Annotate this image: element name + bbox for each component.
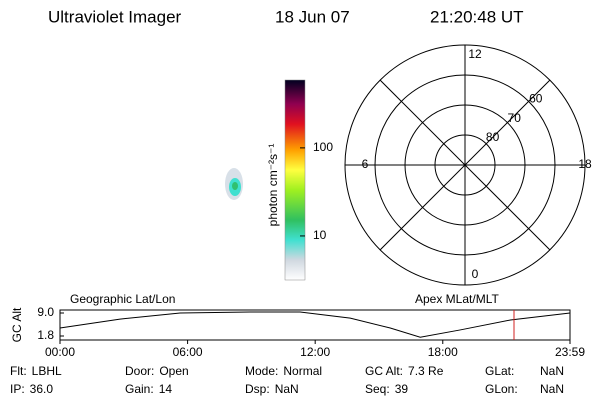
colorbar-label: photon cm⁻²s⁻¹ (266, 144, 280, 227)
info-value: 36.0 (30, 382, 54, 396)
x-tick-label: 23:59 (555, 345, 585, 359)
y-tick-label: 1.8 (37, 328, 54, 342)
x-tick-label: 00:00 (45, 345, 75, 359)
mlt-label: 0 (472, 267, 479, 281)
info-value: Open (159, 364, 188, 378)
info-label: GLon: (485, 382, 518, 396)
mlt-label: 18 (578, 157, 592, 171)
time: 21:20:48 UT (430, 7, 524, 26)
info-value: NaN (275, 382, 299, 396)
y-tick-label: 9.0 (37, 305, 54, 319)
colorbar-tick-label: 100 (313, 140, 333, 154)
colorbar (284, 79, 306, 281)
info-value: 7.3 Re (408, 364, 444, 378)
info-value: 39 (395, 382, 409, 396)
info-value: 14 (159, 382, 173, 396)
x-tick-label: 18:00 (428, 345, 458, 359)
date: 18 Jun 07 (275, 7, 350, 26)
info-label: GLat: (485, 364, 514, 378)
info-label: Flt: (10, 364, 27, 378)
info-label: Dsp: (245, 382, 270, 396)
aurora-blob (225, 168, 243, 200)
info-label: IP: (10, 382, 25, 396)
mlt-label: 12 (468, 47, 482, 61)
colorbar-tick-label: 10 (313, 228, 327, 242)
info-label: Mode: (245, 364, 278, 378)
info-label: Door: (125, 364, 154, 378)
info-value: LBHL (32, 364, 62, 378)
x-tick-label: 12:00 (300, 345, 330, 359)
lat-label: 70 (508, 111, 522, 125)
orbit-y-label: GC Alt (10, 307, 24, 342)
mlt-label: 6 (362, 157, 369, 171)
polar-spoke (379, 79, 551, 251)
info-value: NaN (540, 382, 564, 396)
info-value: NaN (540, 364, 564, 378)
info-label: Gain: (125, 382, 154, 396)
lat-label: 60 (529, 92, 543, 106)
orbit-frame (59, 309, 571, 341)
orbit-left-label: Geographic Lat/Lon (70, 292, 175, 306)
altitude-line (59, 311, 571, 338)
orbit-right-label: Apex MLat/MLT (415, 292, 499, 306)
info-label: GC Alt: (365, 364, 403, 378)
info-label: Seq: (365, 382, 390, 396)
info-value: Normal (283, 364, 322, 378)
x-tick-label: 06:00 (173, 345, 203, 359)
instrument: Ultraviolet Imager (48, 7, 182, 26)
